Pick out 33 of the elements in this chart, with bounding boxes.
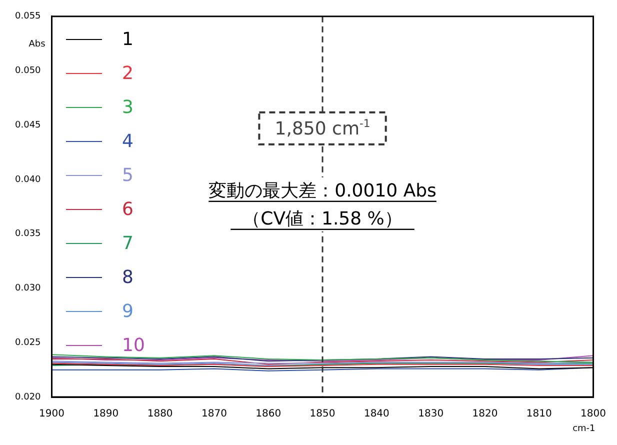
x-axis-title: cm-1 xyxy=(572,424,596,434)
legend-label: 9 xyxy=(122,300,134,322)
x-tick-label: 1880 xyxy=(147,408,173,420)
x-tick-label: 1810 xyxy=(526,408,552,420)
legend-label: 7 xyxy=(122,232,134,254)
y-tick-label: 0.025 xyxy=(15,338,41,348)
x-tick-label: 1830 xyxy=(418,408,444,420)
x-tick-label: 1890 xyxy=(93,408,119,420)
x-tick-label: 1850 xyxy=(310,408,336,420)
legend-label: 2 xyxy=(122,62,134,84)
x-tick-label: 1840 xyxy=(364,408,390,420)
legend-label: 6 xyxy=(122,198,134,220)
y-tick-label: 0.020 xyxy=(15,392,42,402)
y-tick-label: 0.040 xyxy=(15,174,42,185)
y-tick-label: 0.055 xyxy=(15,12,41,22)
legend-label: 1 xyxy=(122,28,134,50)
legend-label: 5 xyxy=(122,164,134,186)
y-tick-label: 0.030 xyxy=(15,284,42,294)
x-tick-label: 1860 xyxy=(256,408,282,420)
legend-label: 10 xyxy=(122,334,145,356)
y-tick-label: 0.045 xyxy=(15,120,41,130)
x-tick-label: 1900 xyxy=(39,408,64,420)
legend-label: 4 xyxy=(122,130,134,152)
y-tick-label: 0.035 xyxy=(15,229,41,240)
x-tick-label: 1820 xyxy=(472,408,498,420)
legend-label: 8 xyxy=(122,266,134,288)
annotation: （CV値：1.58 %） xyxy=(242,208,402,230)
annotation: 変動の最大差：0.0010 Abs xyxy=(208,180,436,202)
legend-label: 3 xyxy=(122,96,134,118)
y-tick-label: 0.050 xyxy=(15,66,42,76)
x-tick-label: 1800 xyxy=(580,408,606,420)
y-axis-title: Abs xyxy=(28,39,46,50)
x-tick-label: 1870 xyxy=(201,408,227,420)
